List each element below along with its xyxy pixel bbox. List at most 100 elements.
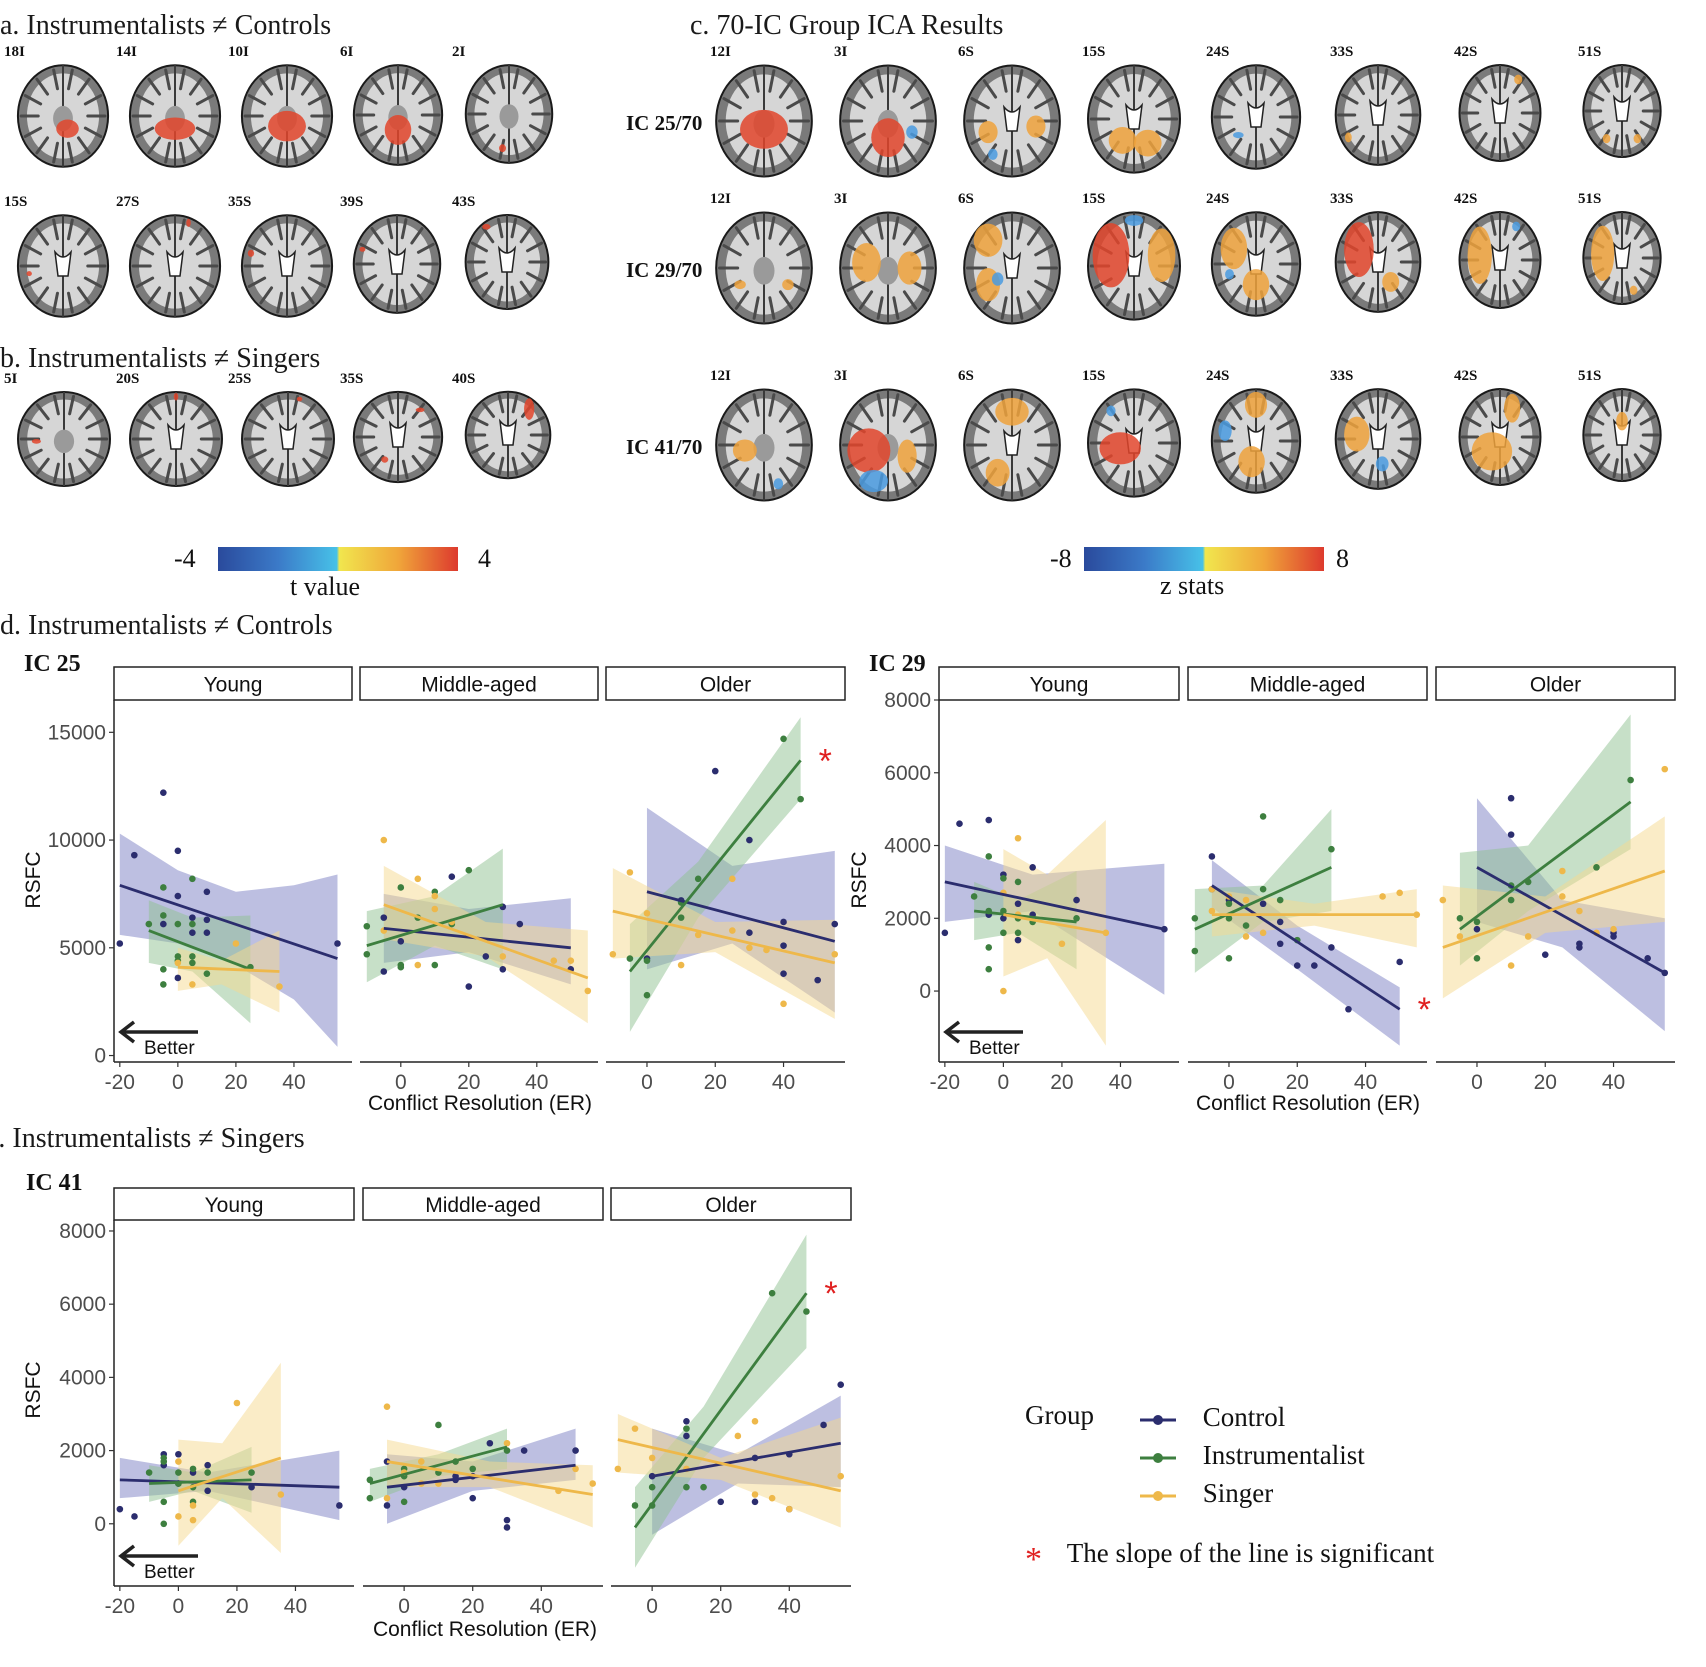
brain-slice-image [1580,386,1664,489]
data-point-control [1345,1005,1352,1013]
brain-slice-image [462,212,552,317]
confidence-band-control [1211,860,1400,1046]
slice-label: 35S [340,371,364,387]
facet-young: Young -20 0 20 40 Better [930,666,1180,1094]
data-point-control [683,1418,690,1425]
data-point-singer [1225,893,1233,900]
fit-line-instrumentalist [1459,800,1632,931]
confidence-band-instrumentalist [369,1428,507,1502]
brain-slice-image [1332,62,1424,173]
data-point-instrumentalist [1524,878,1532,886]
t-colorbar-title: t value [290,572,361,601]
data-point-instrumentalist [469,1465,477,1473]
significance-text: The slope of the line is significant [1066,1538,1435,1568]
slice-label: 10I [228,44,249,60]
confidence-band-instrumentalist [366,848,503,983]
fit-line-instrumentalist [1194,866,1332,931]
data-point-control [204,1487,211,1495]
brain-slice-image [350,212,444,321]
data-point-singer [1014,834,1022,842]
data-point-singer [1242,896,1250,904]
data-point-instrumentalist [1328,845,1335,853]
x-tick-label: 40 [530,1595,553,1618]
data-point-instrumentalist [1225,914,1233,922]
fit-line-instrumentalist [369,1445,508,1485]
data-point-singer [417,1458,425,1465]
data-point-instrumentalist [780,735,787,743]
data-point-control [204,1461,211,1469]
data-point-instrumentalist [1225,955,1233,962]
x-tick-label: 40 [282,1071,305,1094]
data-point-instrumentalist [1259,813,1267,820]
legend-label-control: Control [1202,1402,1286,1432]
data-point-instrumentalist [160,981,167,988]
data-point-control [516,920,524,928]
confidence-band-control [646,807,835,1013]
facet-strip [1187,666,1428,701]
data-point-instrumentalist [431,888,439,896]
x-tick-label: 0 [646,1595,658,1618]
data-point-singer [233,1399,241,1407]
confidence-band-instrumentalist [629,717,801,1032]
better-arrow-head-icon [118,1544,136,1568]
data-point-control [174,974,182,982]
confidence-band-control [387,1428,576,1524]
x-tick-label: 40 [1109,1071,1132,1094]
data-point-control [248,1483,255,1491]
fit-line-control [386,1463,576,1489]
slice-label: 51S [1578,44,1602,60]
better-label: Better [144,1562,195,1583]
data-point-singer [417,1480,425,1487]
facet-older: Older 0 20 40 * [605,666,846,1094]
legend-significance: * The slope of the line is significant [1025,1533,1435,1578]
y-tick-label: 8000 [884,689,931,712]
data-point-instrumentalist [683,1425,690,1432]
fit-line-instrumentalist [628,759,802,973]
slice-label: 40S [452,371,476,387]
data-point-control [683,1432,690,1440]
facet-middle-aged: Middle-aged 0 20 40 * [1187,666,1431,1094]
data-point-instrumentalist [435,1469,442,1476]
data-point-instrumentalist [1029,918,1036,926]
data-point-control [837,1381,845,1388]
x-tick-label: 40 [284,1595,307,1618]
data-point-control [572,1447,579,1454]
data-point-singer [1413,911,1421,918]
data-point-control [131,851,138,859]
data-point-instrumentalist [160,912,167,919]
facet-strip-label: Older [700,674,751,697]
data-point-instrumentalist [797,795,804,803]
data-point-instrumentalist [414,914,422,921]
data-point-control [1259,900,1267,908]
data-point-singer [1559,867,1566,875]
data-point-control [1661,969,1669,977]
data-point-control [643,955,651,962]
brain-slice-image [350,389,446,490]
confidence-band-singer [617,1413,841,1528]
x-tick-label: 0 [172,1071,184,1094]
data-point-instrumentalist [1276,896,1284,904]
data-point-control [448,918,456,926]
confidence-band-singer [612,868,835,1019]
data-point-control [780,970,787,977]
data-point-instrumentalist [626,955,634,962]
data-point-singer [277,1491,285,1498]
confidence-band-control [1476,798,1665,1032]
slice-label: 12I [710,44,731,60]
facet-strip [113,1187,355,1221]
data-point-singer [746,944,753,952]
data-point-singer [631,1425,639,1432]
x-tick-label: 20 [1050,1071,1073,1094]
data-point-control [1014,936,1022,944]
facet-strip-label: Older [1530,674,1581,697]
data-point-control [1225,896,1233,904]
data-point-instrumentalist [694,875,702,883]
data-point-instrumentalist [174,953,182,960]
facet-strip-label: Middle-aged [421,674,537,697]
data-point-singer [677,961,685,969]
data-point-control [203,916,211,924]
x-tick-label: 20 [224,1071,247,1094]
slice-label: 42S [1454,44,1478,60]
data-point-control [189,929,196,937]
x-tick-label: 20 [225,1595,248,1618]
